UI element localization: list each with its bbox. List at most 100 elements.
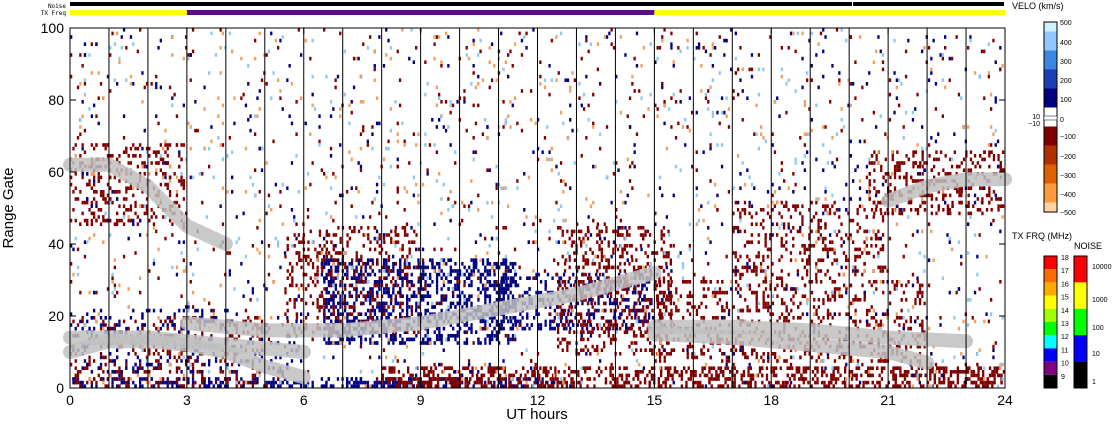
echo-cell (159, 366, 162, 370)
echo-cell (150, 384, 153, 388)
echo-cell (619, 326, 622, 331)
echo-cell (582, 337, 585, 342)
echo-cell (214, 377, 218, 381)
echo-cell (487, 366, 490, 370)
echo-cell (825, 373, 828, 378)
echo-cell (662, 254, 666, 259)
echo-cell (201, 312, 204, 316)
echo-cell (346, 240, 349, 244)
echo-cell (325, 305, 328, 309)
echo-cell (277, 316, 280, 320)
echo-cell (426, 290, 429, 295)
echo-cell (589, 319, 592, 324)
echo-cell (722, 373, 725, 378)
echo-cell (749, 384, 752, 388)
echo-cell (293, 301, 296, 306)
echo-cell (449, 265, 452, 270)
echo-cell (719, 366, 723, 370)
echo-cell (814, 373, 817, 378)
echo-cell (995, 366, 999, 370)
echo-cell (938, 377, 941, 381)
echo-cell (744, 298, 747, 302)
echo-cell (343, 301, 347, 306)
echo-cell (452, 294, 455, 298)
echo-cell (874, 244, 878, 248)
echo-cell (401, 280, 404, 284)
echo-cell (990, 197, 993, 201)
echo-cell (803, 294, 807, 298)
echo-cell (845, 233, 848, 237)
echo-cell (885, 384, 888, 388)
echo-cell (845, 287, 848, 291)
echo-cell (819, 258, 822, 262)
echo-cell (332, 290, 335, 295)
echo-cell (332, 276, 335, 280)
echo-cell (249, 319, 252, 324)
echo-cell (635, 348, 638, 352)
echo-cell (260, 319, 264, 324)
echo-cell (800, 373, 803, 378)
echo-cell (551, 384, 555, 388)
echo-cell (426, 265, 429, 270)
echo-cell (894, 380, 897, 385)
echo-cell (125, 362, 128, 367)
echo-cell (572, 323, 575, 327)
echo-cell (293, 244, 296, 248)
echo-cell (323, 316, 326, 320)
echo-cell (397, 384, 401, 388)
echo-cell (762, 254, 765, 259)
echo-cell (584, 370, 587, 374)
echo-cell (749, 377, 752, 381)
echo-cell (492, 373, 495, 378)
echo-cell (751, 290, 754, 295)
echo-cell (791, 366, 794, 370)
echo-cell (767, 294, 770, 298)
echo-cell (127, 326, 130, 331)
echo-cell (355, 280, 358, 284)
echo-cell (734, 272, 737, 277)
echo-cell (510, 373, 513, 378)
echo-cell (974, 164, 977, 169)
echo-cell (235, 384, 238, 388)
echo-cell (318, 244, 322, 248)
echo-cell (383, 240, 386, 244)
echo-cell (864, 370, 867, 374)
echo-cell (881, 265, 885, 270)
echo-cell (191, 380, 195, 385)
echo-cell (187, 380, 190, 385)
echo-cell (420, 366, 424, 370)
echo-cell (916, 290, 919, 295)
echo-cell (171, 319, 174, 324)
echo-cell (442, 258, 446, 262)
echo-cell (291, 276, 294, 280)
echo-cell (834, 377, 838, 381)
echo-cell (569, 301, 573, 306)
echo-cell (127, 384, 130, 388)
echo-cell (328, 272, 331, 277)
echo-cell (565, 326, 568, 331)
echo-cell (639, 226, 643, 230)
echo-cell (756, 373, 759, 378)
echo-cell (986, 377, 989, 381)
echo-cell (832, 370, 835, 374)
echo-cell (402, 380, 405, 385)
echo-cell (332, 244, 335, 248)
echo-cell (798, 366, 801, 370)
echo-cell (872, 280, 876, 284)
echo-cell (495, 334, 498, 338)
echo-cell (628, 226, 631, 230)
echo-cell (504, 276, 508, 280)
echo-cell (390, 229, 393, 234)
echo-cell (921, 290, 924, 295)
echo-cell (387, 265, 390, 270)
echo-cell (922, 384, 925, 388)
echo-cell (736, 208, 740, 212)
echo-cell (604, 301, 607, 306)
echo-cell (603, 265, 606, 270)
echo-cell (279, 384, 282, 388)
echo-cell (521, 316, 524, 320)
echo-cell (616, 229, 620, 234)
echo-cell (143, 377, 146, 381)
echo-cell (858, 247, 862, 252)
echo-cell (626, 330, 629, 334)
